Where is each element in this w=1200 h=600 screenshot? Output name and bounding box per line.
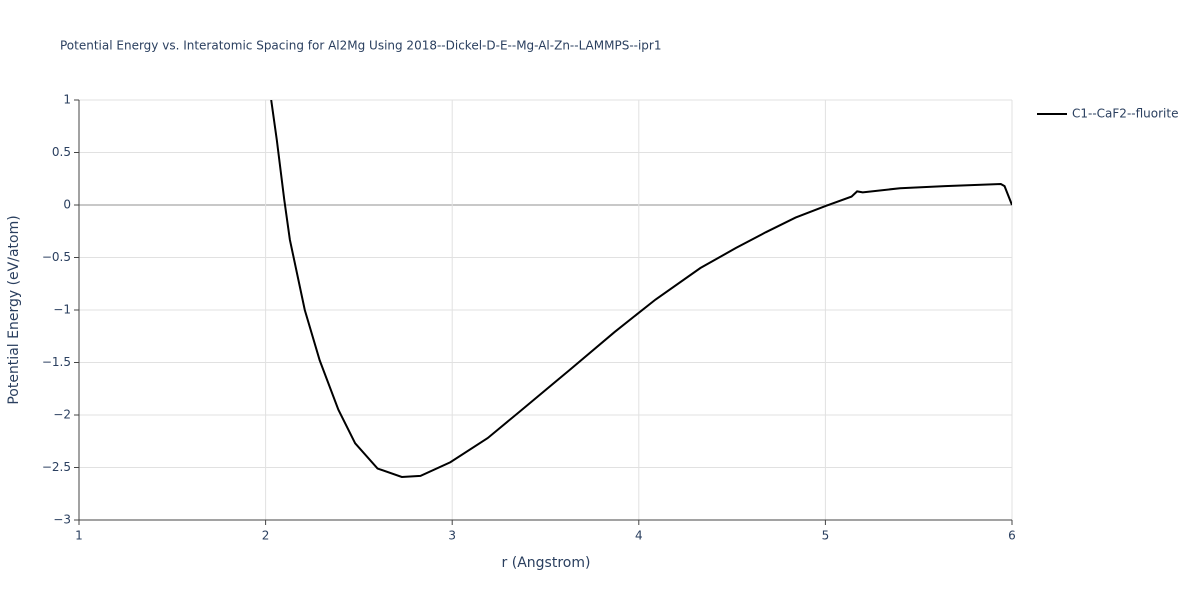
x-tick-label: 2 xyxy=(262,529,270,543)
line xyxy=(270,100,1012,478)
y-tick-label: 0.5 xyxy=(52,145,71,159)
x-tick-label: 4 xyxy=(635,529,643,543)
y-tick-label: −1 xyxy=(53,303,71,317)
y-tick-label: 1 xyxy=(63,93,71,107)
x-tick-label: 5 xyxy=(822,529,830,543)
y-tick-label: −3 xyxy=(53,513,71,527)
y-tick-label: 0 xyxy=(63,198,71,212)
legend-label: C1--CaF2--fluorite xyxy=(1072,107,1178,121)
y-tick-label: −0.5 xyxy=(42,250,71,264)
y-tick-label: −2.5 xyxy=(42,460,71,474)
x-tick-label: 1 xyxy=(75,529,83,543)
y-tick-label: −1.5 xyxy=(42,355,71,369)
x-axis-title: r (Angstrom) xyxy=(502,555,591,571)
y-tick-label: −2 xyxy=(53,408,71,422)
chart-title: Potential Energy vs. Interatomic Spacing… xyxy=(60,39,662,53)
x-tick-label: 6 xyxy=(1008,529,1016,543)
x-tick-label: 3 xyxy=(448,529,456,543)
y-axis-title: Potential Energy (eV/atom) xyxy=(6,215,22,404)
